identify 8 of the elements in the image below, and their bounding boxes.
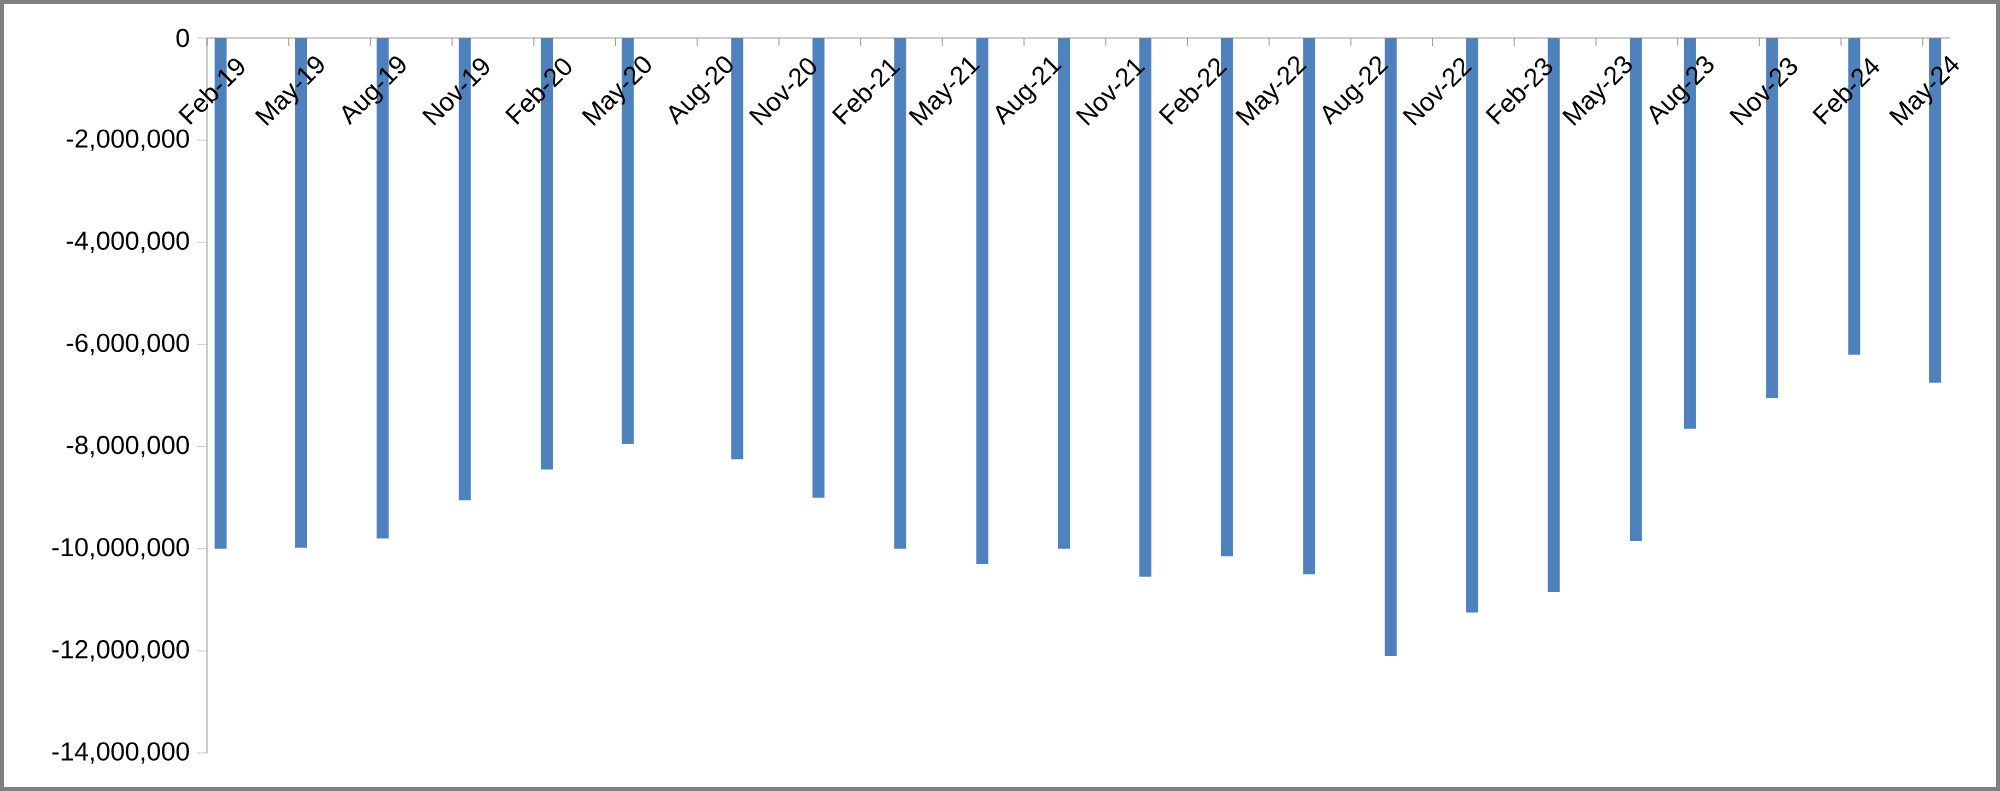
- y-tick-label: -8,000,000: [66, 435, 189, 458]
- y-tick-label: -6,000,000: [66, 333, 189, 356]
- y-tick-label: -14,000,000: [52, 742, 189, 764]
- y-tick-label: -10,000,000: [52, 537, 189, 560]
- y-tick-label: -2,000,000: [66, 129, 189, 151]
- y-tick-label: -4,000,000: [66, 231, 189, 254]
- y-tick-label: -12,000,000: [52, 640, 189, 662]
- y-tick-label: 0: [176, 28, 189, 48]
